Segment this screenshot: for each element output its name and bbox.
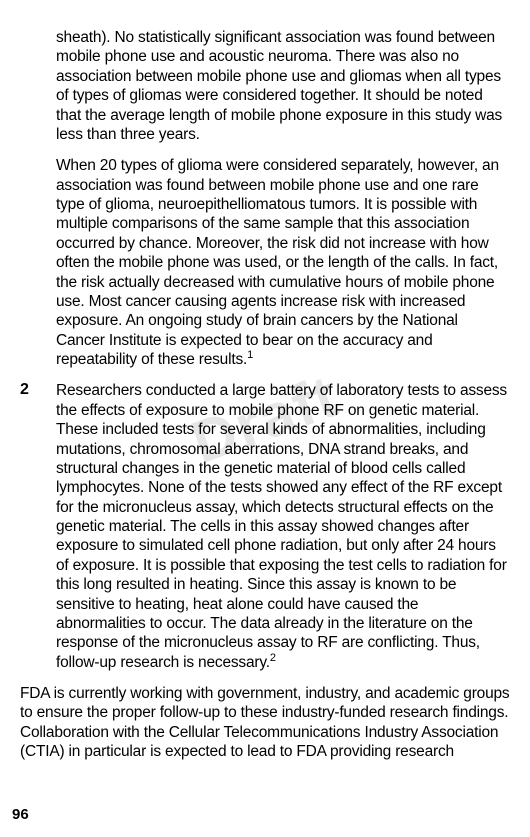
footnote-ref-1: 1 [247, 349, 253, 361]
item-2-text: Researchers conducted a large battery of… [56, 382, 507, 670]
item-number: 2 [20, 381, 56, 672]
page-number: 96 [12, 806, 29, 823]
list-item-2: 2 Researchers conducted a large battery … [20, 381, 510, 672]
footnote-ref-2: 2 [270, 651, 276, 663]
paragraph-1: sheath). No statistically significant as… [56, 28, 510, 144]
paragraph-2-text: When 20 types of glioma were considered … [56, 157, 499, 368]
item-text: Researchers conducted a large battery of… [56, 381, 510, 672]
page-content: sheath). No statistically significant as… [20, 28, 510, 762]
paragraph-2: When 20 types of glioma were considered … [56, 156, 510, 369]
paragraph-3: FDA is currently working with government… [20, 684, 510, 762]
